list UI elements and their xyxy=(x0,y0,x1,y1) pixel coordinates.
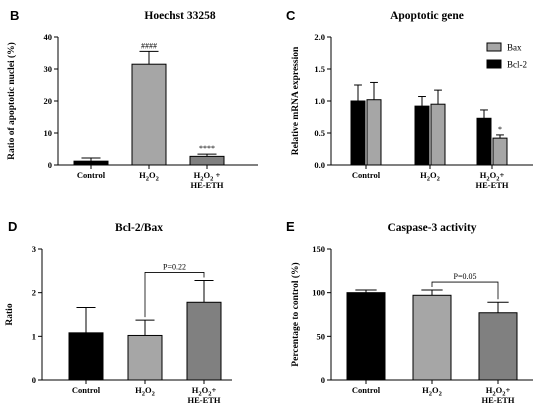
bar xyxy=(189,155,225,166)
bar xyxy=(412,294,452,381)
x-tick-label: Control xyxy=(352,170,381,180)
bar-bax xyxy=(430,103,446,166)
y-tick-label: 0.5 xyxy=(314,128,325,138)
legend-swatch xyxy=(486,42,502,52)
y-tick-label: 1.5 xyxy=(314,64,325,74)
comparison-bracket xyxy=(144,272,205,318)
x-tick-label: H2O2+ xyxy=(480,170,505,183)
y-tick-label: 10 xyxy=(44,128,53,138)
legend-label: Bcl-2 xyxy=(507,60,527,70)
chart-title: Apoptotic gene xyxy=(390,10,464,22)
chart-panel-d: D Bcl-2/Bax Ratio 0 1 2 3 Control H2O2 H2O2+HE-ET… xyxy=(5,219,232,405)
bar-bax xyxy=(366,99,382,166)
comparison-p-value: P=0.05 xyxy=(454,272,477,281)
panel-letter: C xyxy=(286,8,296,23)
x-tick-label: H2O2 + xyxy=(194,170,221,183)
y-tick-label: 0.0 xyxy=(314,160,325,170)
panel-letter: B xyxy=(10,8,19,23)
chart-panel-c: C Apoptotic gene Relative mRNA expression 0… xyxy=(286,8,533,190)
x-tick-label: H2O2 xyxy=(422,385,442,398)
panel-letter: E xyxy=(286,219,295,234)
y-tick-label: 20 xyxy=(44,96,53,106)
bar-bcl-2 xyxy=(476,117,492,166)
comparison-bracket xyxy=(431,281,499,300)
bar xyxy=(478,312,518,381)
y-axis-label: Percentage to control (%) xyxy=(290,262,301,366)
bar xyxy=(68,332,104,381)
bar xyxy=(186,301,222,381)
x-tick-label-line2: HE-ETH xyxy=(187,395,220,405)
bar-bcl-2 xyxy=(350,100,366,166)
significance-mark: #### xyxy=(141,41,157,50)
y-tick-label: 3 xyxy=(32,244,36,254)
y-tick-label: 1.0 xyxy=(314,96,325,106)
y-axis-label: Ratio xyxy=(5,303,15,325)
x-tick-label-line2: HE-ETH xyxy=(190,180,223,190)
legend-label: Bax xyxy=(507,43,522,53)
y-tick-label: 50 xyxy=(317,331,326,341)
y-tick-label: 2.0 xyxy=(314,32,325,42)
y-axis-label: Relative mRNA expression xyxy=(291,46,301,155)
x-tick-label: H2O2 xyxy=(135,385,155,398)
x-tick-label: H2O2+ xyxy=(486,385,511,398)
y-tick-label: 1 xyxy=(32,331,36,341)
y-axis-label: Ratio of apoptotic nuclei (%) xyxy=(6,42,17,160)
y-tick-label: 2 xyxy=(32,288,36,298)
y-tick-label: 40 xyxy=(44,32,53,42)
significance-mark: * xyxy=(498,125,502,134)
bar xyxy=(127,334,163,381)
chart-title: Bcl-2/Bax xyxy=(115,222,163,234)
x-tick-label: H2O2 xyxy=(139,170,159,183)
y-tick-label: 150 xyxy=(312,244,325,254)
bar xyxy=(346,292,386,381)
y-tick-label: 0 xyxy=(32,375,36,385)
x-tick-label: Control xyxy=(72,385,101,395)
bar xyxy=(131,63,167,166)
x-tick-label: H2O2 xyxy=(420,170,440,183)
x-tick-label: H2O2+ xyxy=(192,385,217,398)
comparison-p-value: P=0.22 xyxy=(163,262,186,271)
chart-panel-e: E Caspase-3 activity Percentage to control… xyxy=(286,219,533,405)
x-tick-label: Control xyxy=(77,170,106,180)
x-tick-label-line2: HE-ETH xyxy=(481,395,514,405)
y-tick-label: 0 xyxy=(48,160,52,170)
y-tick-label: 30 xyxy=(44,64,53,74)
y-tick-label: 100 xyxy=(312,288,325,298)
chart-title: Caspase-3 activity xyxy=(387,222,476,234)
bar xyxy=(73,160,109,166)
legend-swatch xyxy=(486,59,502,69)
y-tick-label: 0 xyxy=(321,375,325,385)
chart-title: Hoechst 33258 xyxy=(144,10,215,22)
bar-bax xyxy=(492,137,508,166)
significance-mark: **** xyxy=(199,144,215,153)
x-tick-label: Control xyxy=(352,385,381,395)
x-tick-label-line2: HE-ETH xyxy=(475,180,508,190)
bar-bcl-2 xyxy=(414,105,430,166)
chart-panel-b: B Hoechst 33258 Ratio of apoptotic nuclei … xyxy=(6,8,258,190)
panel-letter: D xyxy=(8,219,17,234)
